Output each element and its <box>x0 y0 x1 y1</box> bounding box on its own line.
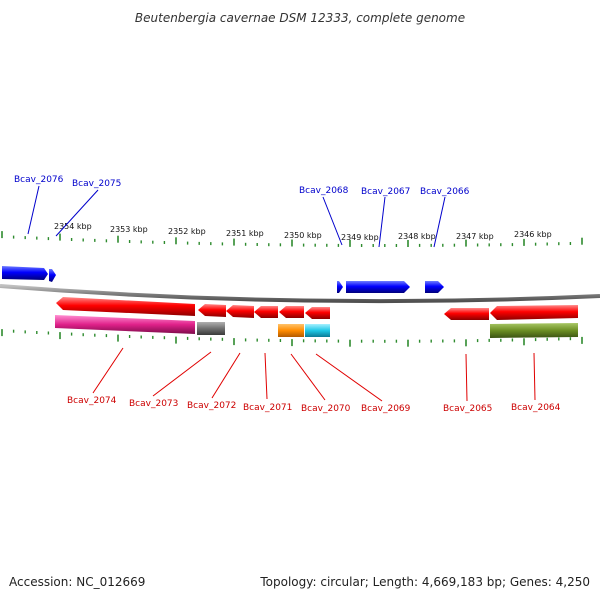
gene-arrow-bcav-2068[interactable] <box>337 281 343 293</box>
feature-bar-magenta <box>55 315 195 334</box>
gene-label[interactable]: Bcav_2065 <box>443 404 492 414</box>
gene-arrow-bcav-2075[interactable] <box>49 269 56 282</box>
scale-labels: 2354 kbp 2353 kbp 2352 kbp 2351 kbp 2350… <box>54 222 552 242</box>
reverse-strand-features <box>56 297 578 320</box>
gene-label[interactable]: Bcav_2074 <box>67 396 117 406</box>
scale-ticks-bottom <box>1 329 583 347</box>
gene-arrow-bcav-2073[interactable] <box>198 304 226 317</box>
kbp-label: 2348 kbp <box>398 232 436 241</box>
feature-bar-gray <box>197 322 225 335</box>
forward-strand-features <box>2 266 444 293</box>
gene-arrow-bcav-2070[interactable] <box>279 306 304 318</box>
gene-arrow-bcav-2064[interactable] <box>490 305 578 320</box>
gene-label[interactable]: Bcav_2064 <box>511 403 561 413</box>
gene-label[interactable]: Bcav_2068 <box>299 186 349 196</box>
reverse-gene-labels: Bcav_2074 Bcav_2073 Bcav_2072 Bcav_2071 … <box>67 396 561 414</box>
kbp-label: 2352 kbp <box>168 227 206 236</box>
leader-line <box>378 196 386 248</box>
scale-ticks-top <box>1 231 583 247</box>
leader-line <box>211 352 241 399</box>
leader-line <box>152 351 212 397</box>
forward-gene-labels: Bcav_2076 Bcav_2075 Bcav_2068 Bcav_2067 … <box>14 175 470 197</box>
kbp-label: 2353 kbp <box>110 225 148 234</box>
kbp-label: 2354 kbp <box>54 222 92 231</box>
kbp-label: 2351 kbp <box>226 229 264 238</box>
leader-line <box>27 185 40 235</box>
feature-bars <box>55 315 578 338</box>
diagram-title: Beutenbergia cavernae DSM 12333, complet… <box>135 11 465 25</box>
gene-arrow-bcav-2065[interactable] <box>444 308 489 320</box>
leader-line <box>465 353 468 402</box>
gene-label[interactable]: Bcav_2075 <box>72 179 121 189</box>
feature-bar-orange <box>278 324 304 337</box>
kbp-label: 2350 kbp <box>284 231 322 240</box>
leader-line <box>92 347 124 394</box>
kbp-label: 2349 kbp <box>341 233 379 242</box>
kbp-label: 2347 kbp <box>456 232 494 241</box>
gene-label[interactable]: Bcav_2070 <box>301 404 351 414</box>
genome-backbone <box>0 284 600 304</box>
gene-arrow-bcav-2071[interactable] <box>254 306 278 318</box>
gene-arrow-bcav-2072[interactable] <box>226 305 254 318</box>
reverse-leader-lines <box>92 347 536 402</box>
kbp-label: 2346 kbp <box>514 230 552 239</box>
forward-leader-lines <box>27 185 446 248</box>
leader-line <box>433 196 446 248</box>
leader-line <box>264 352 268 400</box>
gene-arrow-bcav-2066[interactable] <box>425 281 444 293</box>
feature-bar-olive <box>490 323 578 338</box>
gene-label[interactable]: Bcav_2071 <box>243 403 292 413</box>
leader-line <box>533 352 536 401</box>
gene-arrow-bcav-2069[interactable] <box>305 307 330 319</box>
gene-label[interactable]: Bcav_2076 <box>14 175 64 185</box>
gene-label[interactable]: Bcav_2072 <box>187 401 236 411</box>
genome-summary-text: Topology: circular; Length: 4,669,183 bp… <box>259 575 590 589</box>
gene-label[interactable]: Bcav_2069 <box>361 404 411 414</box>
leader-line <box>55 189 99 237</box>
feature-bar-cyan <box>305 324 330 337</box>
gene-label[interactable]: Bcav_2066 <box>420 187 470 197</box>
gene-arrow-bcav-2067[interactable] <box>346 281 410 293</box>
leader-line <box>315 353 383 402</box>
accession-text: Accession: NC_012669 <box>9 575 145 589</box>
gene-arrow-bcav-2076[interactable] <box>2 266 48 280</box>
leader-line <box>322 196 343 246</box>
leader-line <box>290 353 326 401</box>
gene-label[interactable]: Bcav_2067 <box>361 187 410 197</box>
gene-label[interactable]: Bcav_2073 <box>129 399 178 409</box>
gene-arrow-bcav-2074[interactable] <box>56 297 195 316</box>
